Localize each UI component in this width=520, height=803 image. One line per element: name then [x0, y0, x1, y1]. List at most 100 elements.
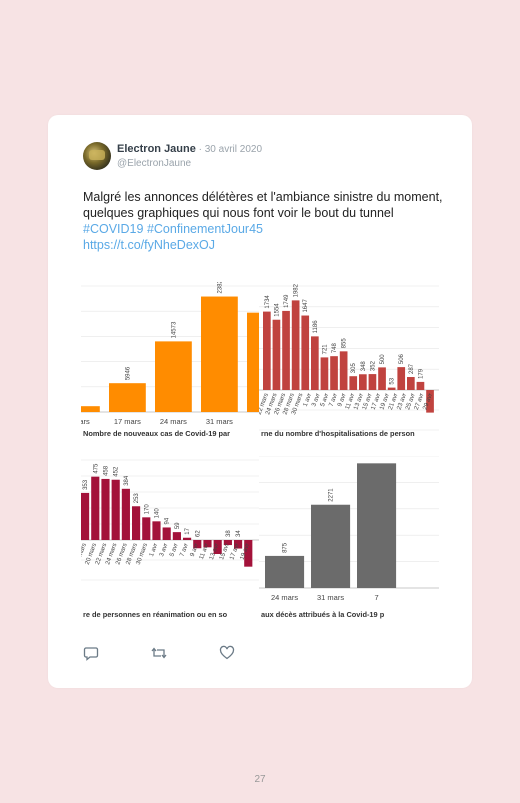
data-label: 34 [236, 530, 242, 537]
bar [142, 517, 151, 540]
chart-title: Nombre de nouveaux cas de Covid-19 par [83, 429, 230, 438]
data-label: 1749 [284, 294, 290, 308]
tweet-date[interactable]: · 30 avril 2020 [195, 144, 263, 155]
bar [81, 492, 90, 540]
data-label: 1734 [265, 295, 271, 309]
tweet-card: Electron Jaune · 30 avril 2020 @Electron… [48, 115, 472, 688]
bar [291, 300, 300, 390]
bar [378, 367, 386, 390]
data-label: 352 [370, 360, 376, 371]
tweet-actions [83, 645, 243, 663]
bar [162, 527, 171, 540]
tweet-link[interactable]: https://t.co/fyNheDexOJ [83, 238, 215, 252]
bar [81, 406, 100, 412]
chart-title: re de personnes en réanimation ou en so [83, 610, 228, 619]
tick-label: 22 mars [259, 392, 270, 415]
bar [101, 478, 110, 540]
data-label: 855 [342, 338, 348, 349]
data-label: 14573 [171, 321, 177, 338]
data-label: 1554 [274, 303, 280, 317]
tick-label: 7 avr [179, 542, 190, 557]
chart-title: aux décès attribués à la Covid-19 p [261, 610, 385, 619]
data-label: 53 [390, 377, 396, 384]
retweet-icon[interactable] [150, 645, 168, 663]
data-label: 287 [409, 363, 415, 374]
bar [213, 540, 222, 554]
bar [183, 537, 192, 540]
data-label: 38 [226, 530, 232, 537]
author-name[interactable]: Electron Jaune [117, 143, 196, 155]
data-label: 140 [154, 508, 160, 519]
tick-label: 5 avr [319, 392, 330, 407]
data-label: 475 [93, 463, 99, 474]
bar [111, 479, 120, 540]
data-label: 1186 [313, 320, 319, 334]
bar [311, 504, 351, 588]
data-label: 170 [144, 504, 150, 515]
bar [91, 476, 100, 540]
bar [339, 351, 348, 390]
author-handle[interactable]: @ElectronJaune [117, 158, 192, 169]
bar [152, 521, 161, 540]
bar [368, 374, 377, 390]
bar [349, 376, 358, 390]
bar [311, 336, 319, 390]
tick-label: 18 mars [81, 542, 88, 565]
tick-label: 31 mars [206, 417, 233, 426]
tick-label: 31 mars [317, 593, 344, 602]
hashtag-covid19[interactable]: #COVID19 [83, 222, 144, 236]
data-label: 59 [175, 522, 181, 529]
data-label: 353 [83, 479, 89, 490]
bar [426, 390, 434, 413]
bar [172, 532, 181, 540]
data-label: 748 [332, 343, 338, 354]
bar [265, 555, 305, 588]
data-label: 2271 [329, 488, 335, 502]
heart-icon[interactable] [219, 645, 237, 663]
bar [132, 506, 141, 540]
data-label: 17 [185, 527, 191, 534]
tweet-body: Malgré les annonces délétères et l'ambia… [83, 190, 443, 220]
data-label: 1647 [303, 299, 309, 313]
tick-label: 17 mars [114, 417, 141, 426]
page-number: 27 [254, 774, 266, 785]
data-label: 506 [399, 353, 405, 364]
bar [407, 377, 415, 390]
bar [330, 356, 338, 390]
bar [155, 341, 192, 412]
reply-icon[interactable] [83, 645, 101, 663]
tweet-media[interactable]: 5946 14573 23826 mars 17 mars 24 mars 31 mars 7… [81, 282, 439, 622]
data-label: 875 [283, 542, 289, 553]
tick-label: 1 avr [302, 392, 313, 407]
data-label: 253 [134, 493, 140, 504]
bar [301, 315, 310, 390]
tick-label: 3 avr [310, 392, 321, 407]
bar [223, 540, 232, 546]
bar [272, 319, 281, 390]
chart-hospitalisations: 1734 1554 1749 1982 1647 1186 721 748 855 305 348 3… [259, 282, 439, 442]
bar [282, 310, 290, 390]
hashtag-confinement[interactable]: #ConfinementJour45 [146, 222, 263, 236]
data-label: 62 [195, 530, 201, 537]
bar [263, 311, 271, 390]
data-label: 348 [361, 361, 367, 372]
bar [244, 540, 253, 567]
chart-title: rne du nombre d'hospitalisations de pers… [261, 429, 415, 438]
bar [359, 374, 367, 390]
data-label: 23826 [217, 282, 223, 294]
data-label: 384 [124, 475, 130, 486]
bar [320, 357, 329, 390]
data-label: 179 [418, 368, 424, 379]
tick-label: 1 avr [148, 542, 159, 557]
bar [416, 381, 425, 390]
bar [121, 488, 130, 540]
avatar[interactable] [83, 142, 111, 170]
tweet-text: Malgré les annonces délétères et l'ambia… [83, 189, 443, 253]
data-label: 5946 [125, 366, 131, 380]
bar [201, 296, 238, 412]
